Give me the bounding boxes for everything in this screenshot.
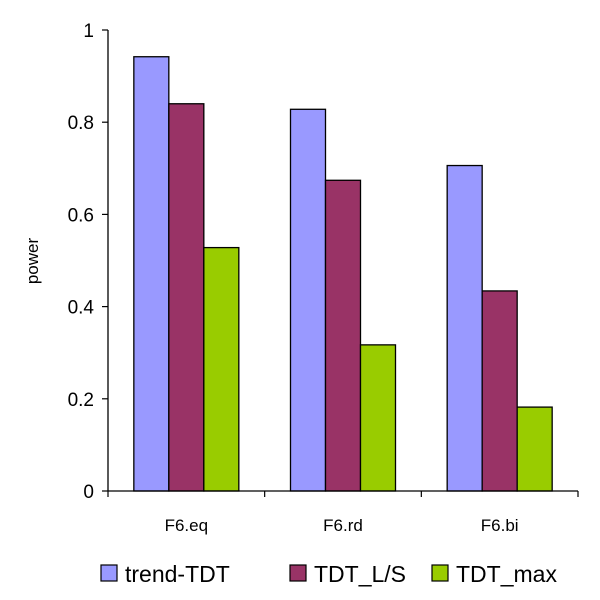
y-axis-ticks: 0 0.2 0.4 0.6 0.8 1 — [68, 21, 108, 503]
axes — [107, 30, 579, 497]
y-tick-label: 0.6 — [68, 205, 94, 226]
bar-tdt-max-0 — [203, 246, 240, 492]
legend-swatch — [100, 564, 118, 582]
bar-tdt-max-1 — [359, 344, 397, 492]
bar-trend-tdt-2 — [446, 164, 483, 492]
x-tick-label: F6.eq — [165, 516, 208, 535]
y-tick-label: 0.2 — [68, 390, 94, 411]
x-tick-label: F6.bi — [481, 516, 519, 535]
bar-trend-tdt-0 — [133, 56, 170, 492]
x-tick-label: F6.rd — [323, 516, 363, 535]
bar-trend-tdt-1 — [289, 108, 327, 492]
legend-label: trend-TDT — [125, 561, 230, 587]
y-tick-label: 0.4 — [68, 298, 95, 319]
y-tick-label: 0.8 — [68, 113, 94, 134]
bar-tdt-l-s-1 — [324, 179, 362, 492]
y-tick-label: 0 — [83, 482, 94, 503]
legend-label: TDT_L/S — [314, 561, 406, 587]
bars — [133, 56, 553, 492]
legend: trend-TDT TDT_L/S TDT_max — [100, 561, 557, 587]
legend-swatch — [289, 564, 307, 582]
bar-tdt-l-s-0 — [168, 103, 205, 492]
legend-label: TDT_max — [456, 561, 557, 587]
bar-tdt-l-s-2 — [481, 290, 518, 492]
y-tick-label: 1 — [83, 21, 94, 42]
legend-swatch — [431, 564, 449, 582]
x-axis-labels: F6.eq F6.rd F6.bi — [165, 516, 519, 535]
bar-tdt-max-2 — [516, 406, 553, 492]
y-axis-title: power — [23, 238, 42, 285]
